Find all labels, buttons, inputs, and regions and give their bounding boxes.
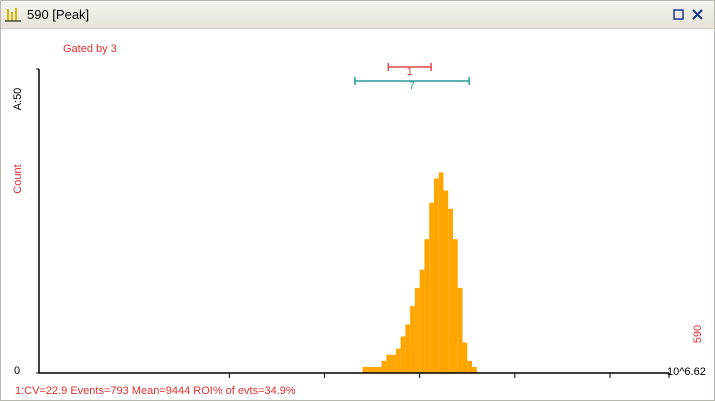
y-axis-label: Count — [12, 164, 24, 193]
bar — [395, 348, 401, 373]
bar — [424, 239, 430, 373]
y-tick-label: 0 — [14, 365, 20, 377]
bar — [438, 172, 444, 373]
chart: Gated by 3 Count 590 1:CV=22.9 Events=79… — [12, 43, 706, 397]
bar — [362, 366, 368, 373]
bar — [433, 178, 439, 373]
bar — [405, 324, 411, 373]
gate-label: 1 — [407, 66, 413, 78]
window-controls[interactable] — [670, 5, 714, 25]
bar — [391, 354, 396, 373]
footer-stats: 1:CV=22.9 Events=793 Mean=9444 ROI% of e… — [15, 385, 296, 397]
bar — [462, 342, 468, 373]
gate-label: 7 — [409, 80, 415, 92]
bar — [386, 354, 392, 373]
bar — [400, 336, 406, 373]
window-icon — [5, 7, 21, 21]
maximize-button[interactable] — [673, 8, 684, 20]
y-tick-label: A:50 — [12, 88, 24, 111]
bar — [452, 239, 458, 373]
close-button[interactable] — [692, 8, 703, 20]
bar — [376, 366, 382, 373]
bar — [419, 269, 425, 373]
x-axis-label: 590 — [692, 325, 704, 343]
bar — [429, 202, 434, 373]
bar — [472, 366, 477, 373]
window-title: 590 [Peak] — [27, 7, 90, 22]
bar — [448, 208, 453, 373]
bar — [381, 360, 387, 373]
bar — [367, 366, 373, 373]
bar — [410, 306, 415, 373]
subtitle: Gated by 3 — [63, 43, 117, 55]
x-tick-label: 10^6.62 — [667, 366, 706, 378]
bar — [414, 287, 420, 373]
bar — [457, 287, 463, 373]
bar — [467, 360, 473, 373]
title-bar: 590 [Peak] — [1, 1, 714, 29]
bar — [443, 190, 449, 373]
bar — [372, 366, 377, 373]
